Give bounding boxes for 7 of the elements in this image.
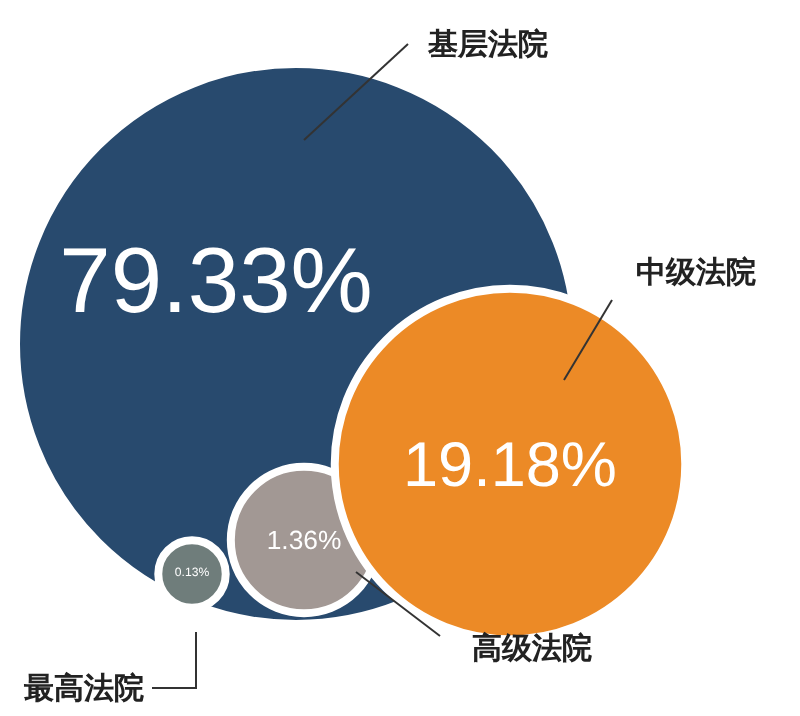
category-label: 高级法院 (472, 630, 592, 666)
category-label: 基层法院 (426, 26, 548, 62)
data-label: 79.33% (59, 228, 373, 332)
data-label: 19.18% (403, 428, 617, 500)
data-label: 1.36% (266, 525, 342, 555)
category-label: 最高法院 (22, 670, 144, 706)
category-label: 中级法院 (636, 254, 756, 290)
